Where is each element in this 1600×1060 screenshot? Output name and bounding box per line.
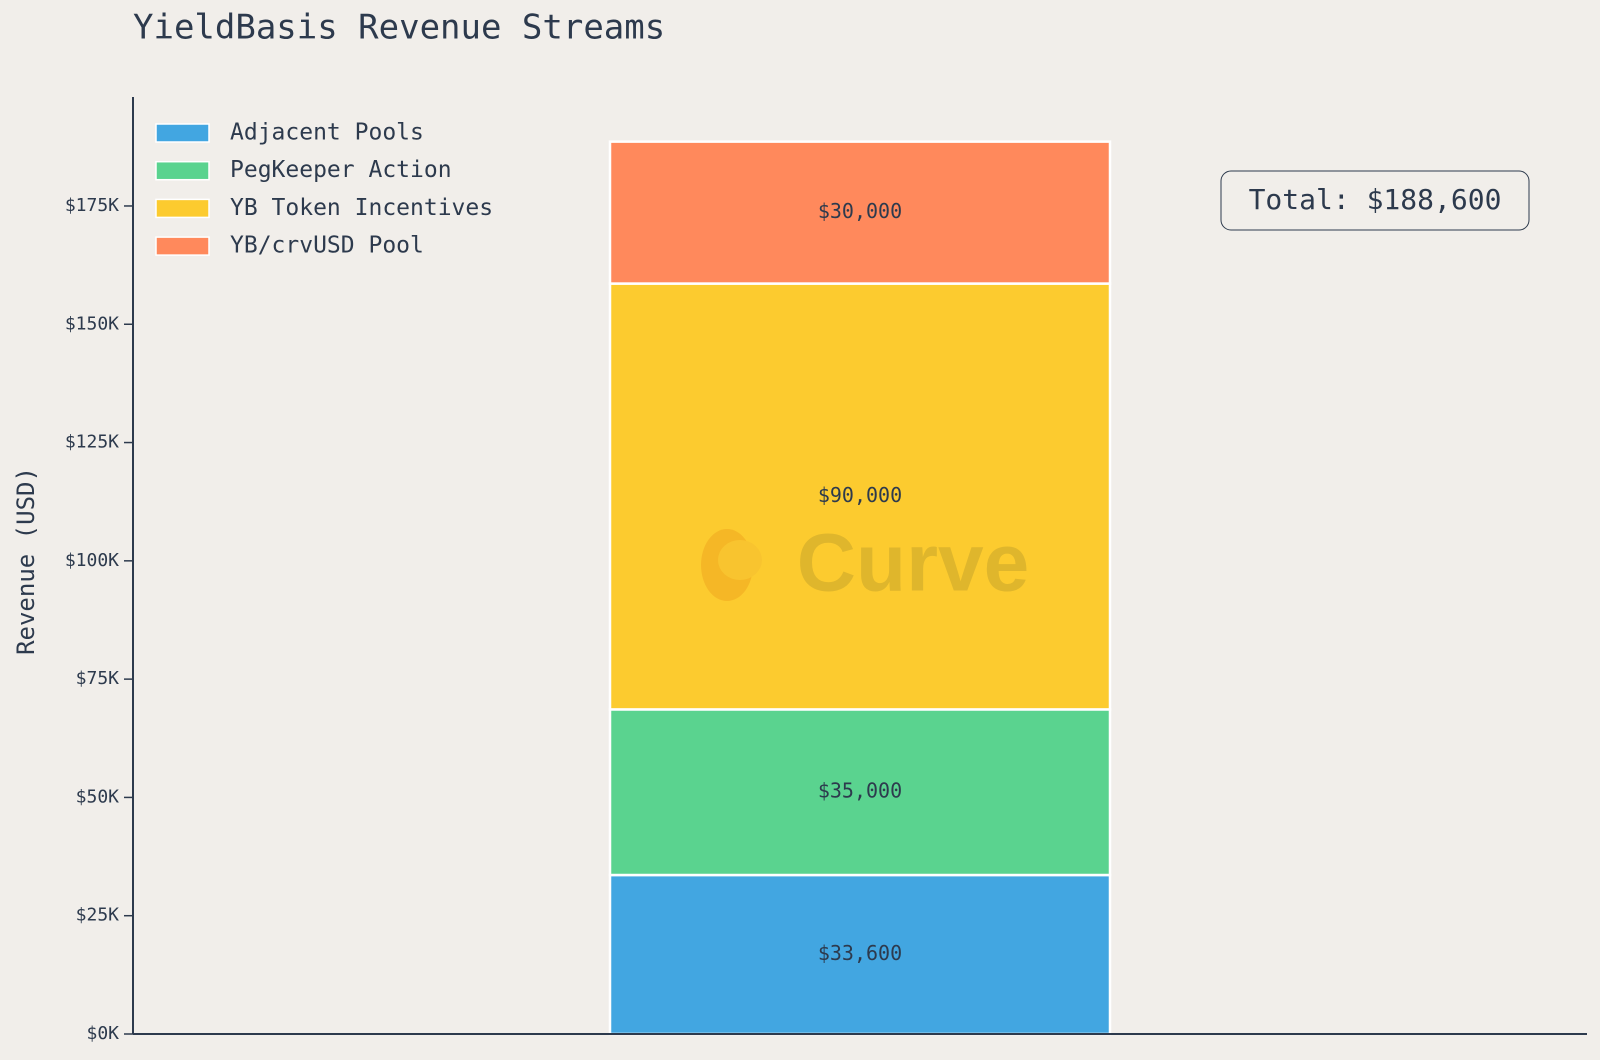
bar-segment: [608, 282, 1112, 711]
legend-swatch: [155, 236, 210, 256]
legend-swatch: [155, 123, 210, 143]
y-tick-label: $150K: [65, 313, 119, 334]
plot-area: $0K $25K $50K $75K $100K $125K $150K $175K $33,6…: [65, 140, 1112, 1044]
bar-segment: [608, 873, 1112, 1036]
watermark-logo: [718, 540, 762, 580]
legend-swatch: [155, 198, 210, 219]
annotation: Total: $188,600: [1249, 183, 1502, 216]
chart-title: YieldBasis Revenue Streams: [133, 8, 665, 48]
legend-label: YB Token Incentives: [230, 195, 493, 221]
y-tick-label: $75K: [76, 668, 120, 689]
value-label: $90,000: [818, 483, 902, 507]
watermark: Curve: [701, 518, 1029, 609]
y-tick-label: $0K: [86, 1023, 119, 1044]
bar-segment: [608, 708, 1112, 877]
y-axis-label: Revenue (USD): [12, 467, 40, 655]
legend-label: YB/crvUSD Pool: [230, 233, 424, 259]
value-label: $33,600: [818, 941, 902, 965]
bar-segment: [608, 140, 1112, 285]
watermark-text: Curve: [797, 518, 1029, 609]
value-label: $30,000: [818, 199, 902, 223]
annotation-box: [1220, 170, 1530, 231]
legend-label: Adjacent Pools: [230, 120, 424, 146]
y-tick-label: $50K: [76, 786, 120, 807]
y-tick-label: $100K: [65, 550, 119, 571]
legend-label: PegKeeper Action: [230, 157, 452, 183]
y-tick-label: $25K: [76, 905, 120, 926]
y-tick-label: $125K: [65, 432, 119, 453]
value-label: $35,000: [818, 779, 902, 803]
y-tick-label: $175K: [65, 195, 119, 216]
legend-swatch: [155, 160, 210, 181]
